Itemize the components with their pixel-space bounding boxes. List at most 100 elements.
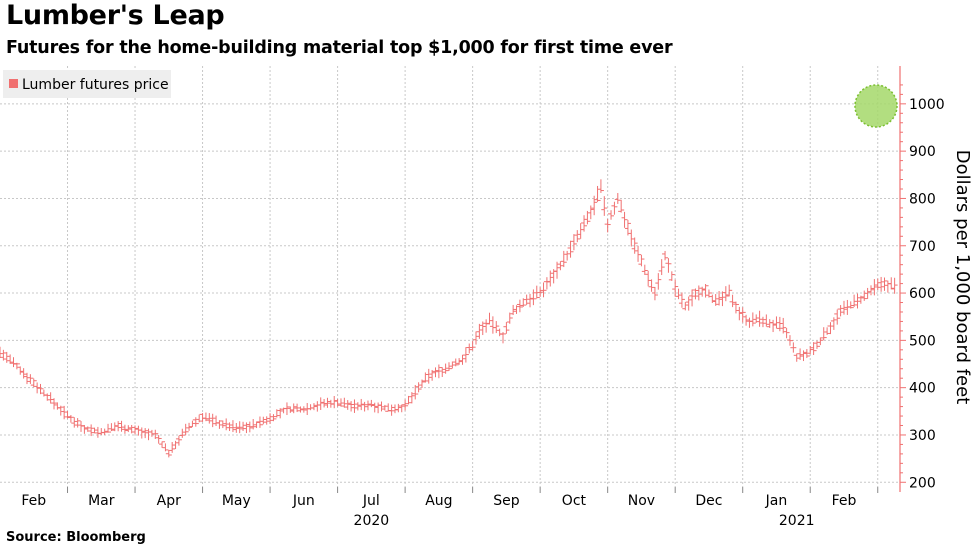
- ohlc-bar: [233, 422, 240, 433]
- ohlc-bar: [513, 305, 520, 314]
- x-year-label: 2020: [354, 513, 390, 529]
- ohlc-bar: [689, 289, 696, 307]
- ohlc-bar: [506, 312, 513, 324]
- ohlc-bar: [682, 302, 689, 311]
- y-tick-label: 800: [909, 191, 936, 207]
- ohlc-bar: [88, 424, 95, 437]
- ohlc-bar: [13, 362, 20, 370]
- ohlc-bar: [250, 419, 257, 430]
- ohlc-bar: [624, 219, 631, 236]
- ohlc-bar: [810, 342, 817, 355]
- ohlc-bar: [34, 382, 41, 394]
- ohlc-bar: [489, 316, 496, 334]
- ohlc-bar: [746, 317, 753, 328]
- x-year-label: 2021: [779, 513, 815, 529]
- ohlc-bar: [668, 271, 675, 281]
- ohlc-bar: [516, 299, 523, 313]
- ohlc-bar: [459, 354, 466, 365]
- ohlc-bar: [577, 223, 584, 239]
- ohlc-bar: [844, 299, 851, 315]
- x-tick-label: Aug: [425, 493, 452, 509]
- x-tick-label: Jun: [292, 493, 315, 509]
- ohlc-bar: [452, 358, 459, 367]
- ohlc-bar: [554, 261, 561, 279]
- ohlc-bar: [398, 404, 405, 413]
- y-tick-label: 300: [909, 428, 936, 444]
- ohlc-bar: [125, 425, 132, 433]
- ohlc-bar: [881, 277, 888, 291]
- ohlc-bar: [678, 292, 685, 308]
- ohlc-bar: [628, 229, 635, 247]
- ohlc-bar: [270, 414, 277, 422]
- ohlc-bar: [500, 332, 507, 344]
- ohlc-bar: [759, 316, 766, 328]
- legend-entry: Lumber futures price: [22, 77, 169, 93]
- ohlc-bar: [159, 441, 166, 448]
- ohlc-bar: [0, 349, 7, 361]
- ohlc-bar: [537, 287, 544, 297]
- y-tick-label: 200: [909, 475, 936, 491]
- ohlc-bar: [587, 205, 594, 220]
- ohlc-bar: [354, 402, 361, 411]
- ohlc-bar: [854, 293, 861, 309]
- ohlc-bar: [138, 427, 145, 439]
- ohlc-bar: [793, 353, 800, 362]
- ohlc-bar: [71, 417, 78, 428]
- ohlc-bar: [813, 340, 820, 349]
- ohlc-bar: [226, 422, 233, 432]
- ohlc-bar: [520, 298, 527, 307]
- y-tick-label: 1000: [909, 97, 945, 113]
- ohlc-bar: [30, 378, 37, 388]
- ohlc-bar: [837, 305, 844, 317]
- ohlc-bar: [503, 322, 510, 334]
- ohlc-bar: [530, 289, 537, 306]
- ohlc-bar: [307, 404, 314, 411]
- ohlc-bar: [591, 195, 598, 216]
- ohlc-bar: [273, 409, 280, 418]
- ohlc-bar: [564, 250, 571, 261]
- ohlc-bar: [405, 395, 412, 405]
- ohlc-bar: [827, 322, 834, 335]
- ohlc-bar: [614, 193, 621, 204]
- ohlc-bar: [358, 398, 365, 411]
- ohlc-bar: [655, 273, 662, 290]
- ohlc-bar: [260, 416, 267, 425]
- ohlc-bar: [840, 300, 847, 315]
- x-tick-label: Mar: [88, 493, 115, 509]
- ohlc-bar: [3, 351, 10, 363]
- ohlc-bar: [283, 402, 290, 416]
- legend-swatch: [9, 79, 18, 88]
- ohlc-bar: [611, 201, 618, 215]
- ohlc-bar: [142, 428, 149, 439]
- ohlc-bar: [567, 240, 574, 258]
- ohlc-bar: [385, 403, 392, 412]
- ohlc-bar: [64, 411, 71, 419]
- ohlc-bar: [391, 404, 398, 414]
- ohlc-bar: [24, 372, 31, 385]
- ohlc-bar: [175, 435, 182, 446]
- ohlc-bar: [429, 369, 436, 381]
- ohlc-bar: [381, 404, 388, 411]
- ohlc-bar: [206, 413, 213, 424]
- ohlc-bar: [321, 399, 328, 408]
- ohlc-bar: [719, 291, 726, 307]
- ohlc-bar: [84, 426, 91, 432]
- ohlc-bar: [169, 442, 176, 453]
- ohlc-bar: [67, 415, 74, 423]
- ohlc-bar: [584, 210, 591, 225]
- ohlc-bar: [128, 424, 135, 434]
- ohlc-bar: [780, 317, 787, 334]
- ohlc-bar: [884, 280, 891, 293]
- ohlc-bar: [182, 423, 189, 436]
- ohlc-bar: [395, 403, 402, 413]
- ohlc-bar: [111, 422, 118, 432]
- ohlc-bar: [763, 314, 770, 327]
- y-tick-label: 900: [909, 144, 936, 160]
- ohlc-bar: [776, 316, 783, 332]
- ohlc-bar: [105, 423, 112, 433]
- ohlc-bar: [317, 397, 324, 410]
- ohlc-bar: [341, 397, 348, 408]
- ohlc-bar: [820, 327, 827, 341]
- x-tick-label: Apr: [157, 493, 181, 509]
